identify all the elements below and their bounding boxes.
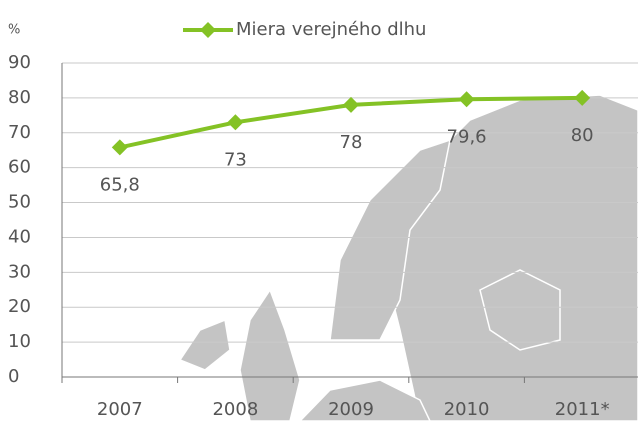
data-label: 65,8 (100, 174, 140, 195)
x-tick-label: 2011* (555, 399, 610, 420)
y-tick-label: 40 (8, 226, 31, 247)
y-tick-label: 60 (8, 157, 31, 178)
legend-marker (200, 22, 216, 38)
y-tick-label: 50 (8, 192, 31, 213)
y-tick-label: 70 (8, 122, 31, 143)
data-label: 80 (571, 125, 594, 146)
y-tick-label: 30 (8, 261, 31, 282)
marker (458, 91, 475, 108)
marker (574, 89, 591, 106)
y-tick-label: 90 (8, 52, 31, 73)
marker (343, 96, 359, 113)
x-tick-label: 2009 (328, 399, 374, 420)
marker (227, 114, 244, 131)
x-tick-label: 2008 (212, 399, 258, 420)
data-label: 78 (340, 132, 363, 153)
legend-label: Miera verejného dlhu (236, 19, 426, 40)
x-tick-label: 2010 (444, 399, 490, 420)
data-label: 73 (224, 149, 247, 170)
map-background (178, 94, 638, 422)
marker (111, 139, 128, 156)
y-tick-label: 0 (8, 366, 19, 387)
unit-label: % (8, 23, 20, 38)
x-tick-label: 2007 (97, 399, 143, 420)
y-tick-label: 20 (8, 296, 31, 317)
y-tick-label: 80 (8, 87, 31, 108)
data-label: 79,6 (447, 126, 487, 147)
y-tick-label: 10 (8, 331, 31, 352)
